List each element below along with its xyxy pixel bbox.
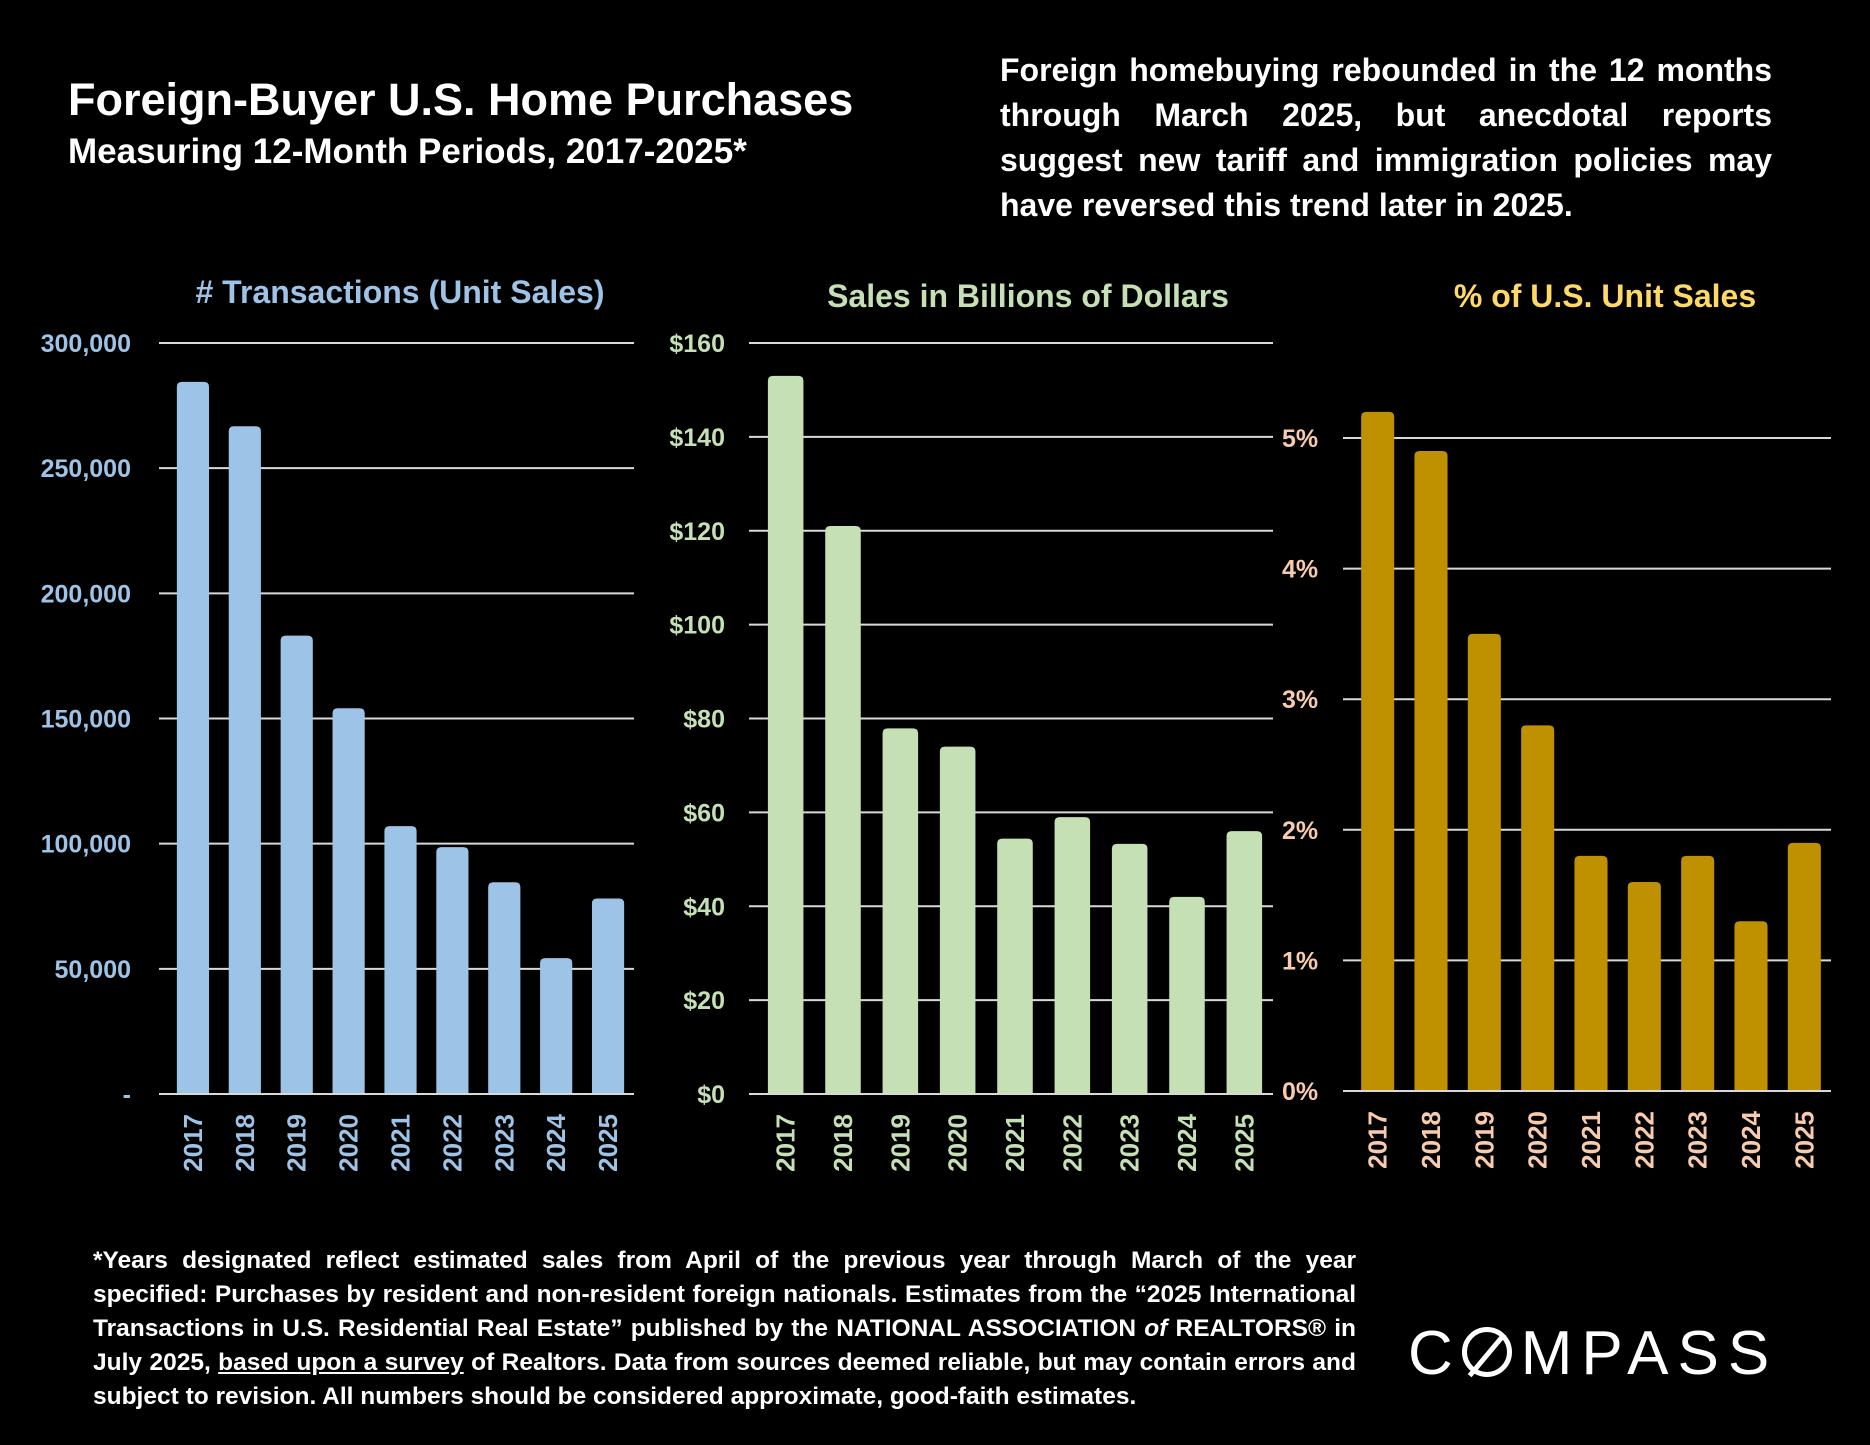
x-tick-label: 2025: [1789, 1111, 1819, 1169]
y-tick-label: -: [123, 1081, 131, 1109]
y-tick-label: 4%: [1282, 556, 1318, 584]
y-tick-label: 5%: [1282, 425, 1318, 453]
bar-2021: [1574, 855, 1608, 1091]
x-tick-label: 2020: [943, 1114, 973, 1172]
page-title: Foreign-Buyer U.S. Home Purchases: [68, 74, 854, 125]
bar-2023: [1111, 843, 1148, 1094]
y-tick-label: 150,000: [41, 706, 131, 734]
x-tick-label: 2018: [1416, 1111, 1446, 1169]
x-tick-label: 2024: [541, 1113, 571, 1171]
y-tick-label: $80: [683, 706, 725, 734]
y-tick-label: $140: [669, 424, 725, 452]
y-tick-label: 200,000: [41, 580, 131, 608]
footnote-text-middle: REALTORS® in July 2025,: [93, 1315, 1356, 1376]
x-tick-label: 2017: [1363, 1111, 1393, 1169]
x-tick-label: 2020: [334, 1114, 364, 1172]
x-tick-label: 2018: [230, 1114, 260, 1172]
bar-2018: [825, 526, 861, 1094]
y-tick-label: $160: [669, 330, 725, 358]
footnote: *Years designated reflect estimated sale…: [93, 1244, 1356, 1414]
bar-2018: [228, 426, 261, 1094]
bar-2021: [997, 838, 1033, 1094]
y-tick-label: $0: [697, 1081, 725, 1109]
x-tick-label: 2021: [1576, 1111, 1606, 1169]
chart-title: % of U.S. Unit Sales: [1454, 278, 1756, 314]
bar-2022: [1054, 817, 1091, 1094]
bar-2023: [1681, 855, 1715, 1091]
bar-2019: [882, 728, 919, 1094]
x-tick-label: 2021: [1000, 1114, 1030, 1172]
bar-2019: [280, 635, 313, 1094]
bar-2017: [1361, 411, 1395, 1091]
y-tick-label: 0%: [1282, 1078, 1318, 1106]
y-tick-label: $20: [683, 987, 725, 1015]
x-tick-label: 2025: [1229, 1114, 1259, 1172]
bar-2022: [436, 847, 469, 1094]
compass-logo: C MPASS: [1408, 1319, 1779, 1388]
x-tick-label: 2024: [1172, 1113, 1202, 1171]
x-tick-label: 2019: [1469, 1111, 1499, 1169]
x-tick-label: 2023: [1683, 1111, 1713, 1169]
y-tick-label: 3%: [1282, 686, 1318, 714]
x-tick-label: 2020: [1523, 1111, 1553, 1169]
footnote-text: *Years designated reflect estimated sale…: [93, 1247, 1356, 1342]
footnote-of: of: [1144, 1315, 1168, 1342]
x-tick-label: 2018: [828, 1114, 858, 1172]
y-tick-label: 50,000: [55, 956, 131, 984]
y-tick-label: 250,000: [41, 455, 131, 483]
x-tick-label: 2019: [282, 1114, 312, 1172]
x-tick-label: 2023: [1115, 1114, 1145, 1172]
bar-2018: [1414, 451, 1448, 1091]
x-tick-label: 2017: [771, 1114, 801, 1172]
bar-2020: [1521, 725, 1555, 1091]
x-tick-label: 2022: [1629, 1111, 1659, 1169]
x-tick-label: 2023: [489, 1114, 519, 1172]
y-tick-label: 2%: [1282, 817, 1318, 845]
bar-2021: [384, 826, 417, 1094]
y-tick-label: 300,000: [41, 330, 131, 358]
y-tick-label: $100: [669, 612, 725, 640]
y-tick-label: $120: [669, 518, 725, 546]
y-tick-label: $40: [683, 893, 725, 921]
bar-2017: [176, 381, 210, 1094]
x-tick-label: 2025: [593, 1114, 623, 1172]
x-tick-label: 2017: [178, 1114, 208, 1172]
footnote-text-end: of Realtors. Data from sources deemed re…: [93, 1349, 1356, 1410]
bar-2017: [767, 375, 804, 1094]
y-tick-label: $60: [683, 799, 725, 827]
bar-2025: [1226, 831, 1263, 1094]
y-tick-label: 100,000: [41, 831, 131, 859]
x-tick-label: 2022: [437, 1114, 467, 1172]
x-tick-label: 2021: [386, 1114, 416, 1172]
bar-2023: [488, 882, 521, 1094]
bar-2024: [1169, 896, 1205, 1094]
bar-2022: [1627, 882, 1661, 1091]
x-tick-label: 2022: [1057, 1114, 1087, 1172]
survey-link[interactable]: based upon a survey: [218, 1349, 464, 1376]
bar-2020: [939, 746, 976, 1094]
x-tick-label: 2024: [1736, 1110, 1766, 1168]
bar-2025: [591, 898, 625, 1094]
bar-2025: [1787, 842, 1821, 1091]
y-tick-label: 1%: [1282, 947, 1318, 975]
bar-2019: [1467, 633, 1501, 1091]
bar-2020: [332, 708, 365, 1094]
chart-title: Sales in Billions of Dollars: [827, 278, 1229, 314]
x-tick-label: 2019: [885, 1114, 915, 1172]
bar-2024: [540, 958, 573, 1094]
chart-1: # Transactions (Unit Sales) - 50,000 100,00…: [41, 274, 634, 1172]
summary-text: Foreign homebuying rebounded in the 12 m…: [1000, 52, 1772, 223]
bar-2024: [1734, 921, 1768, 1091]
chart-2: Sales in Billions of Dollars $0 $20 $40 $60 $…: [669, 278, 1273, 1172]
page-subtitle: Measuring 12-Month Periods, 2017-2025*: [68, 132, 747, 171]
chart-3: % of U.S. Unit Sales 0% 1% 2% 3% 4% 5% 2017 2018…: [1282, 278, 1831, 1169]
chart-title: # Transactions (Unit Sales): [195, 274, 604, 310]
